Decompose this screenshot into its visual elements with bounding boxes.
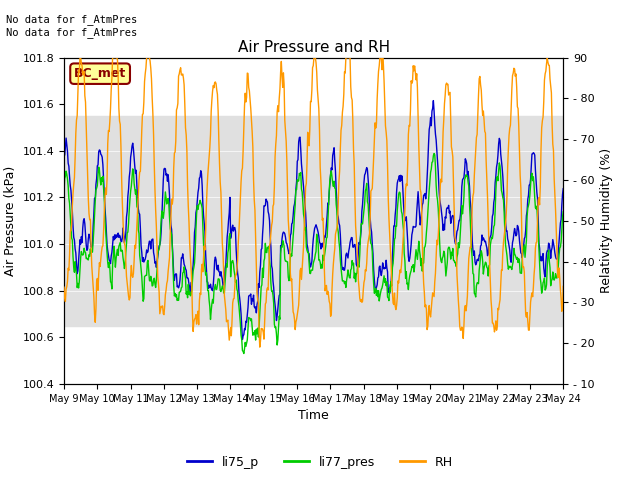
- Y-axis label: Air Pressure (kPa): Air Pressure (kPa): [4, 166, 17, 276]
- Text: BC_met: BC_met: [74, 67, 126, 80]
- Y-axis label: Relativity Humidity (%): Relativity Humidity (%): [600, 148, 613, 293]
- Legend: li75_p, li77_pres, RH: li75_p, li77_pres, RH: [182, 451, 458, 474]
- Text: No data for f_AtmPres
No data for f_AtmPres: No data for f_AtmPres No data for f_AtmP…: [6, 14, 138, 38]
- X-axis label: Time: Time: [298, 409, 329, 422]
- Bar: [64, 116, 563, 326]
- Title: Air Pressure and RH: Air Pressure and RH: [237, 40, 390, 55]
